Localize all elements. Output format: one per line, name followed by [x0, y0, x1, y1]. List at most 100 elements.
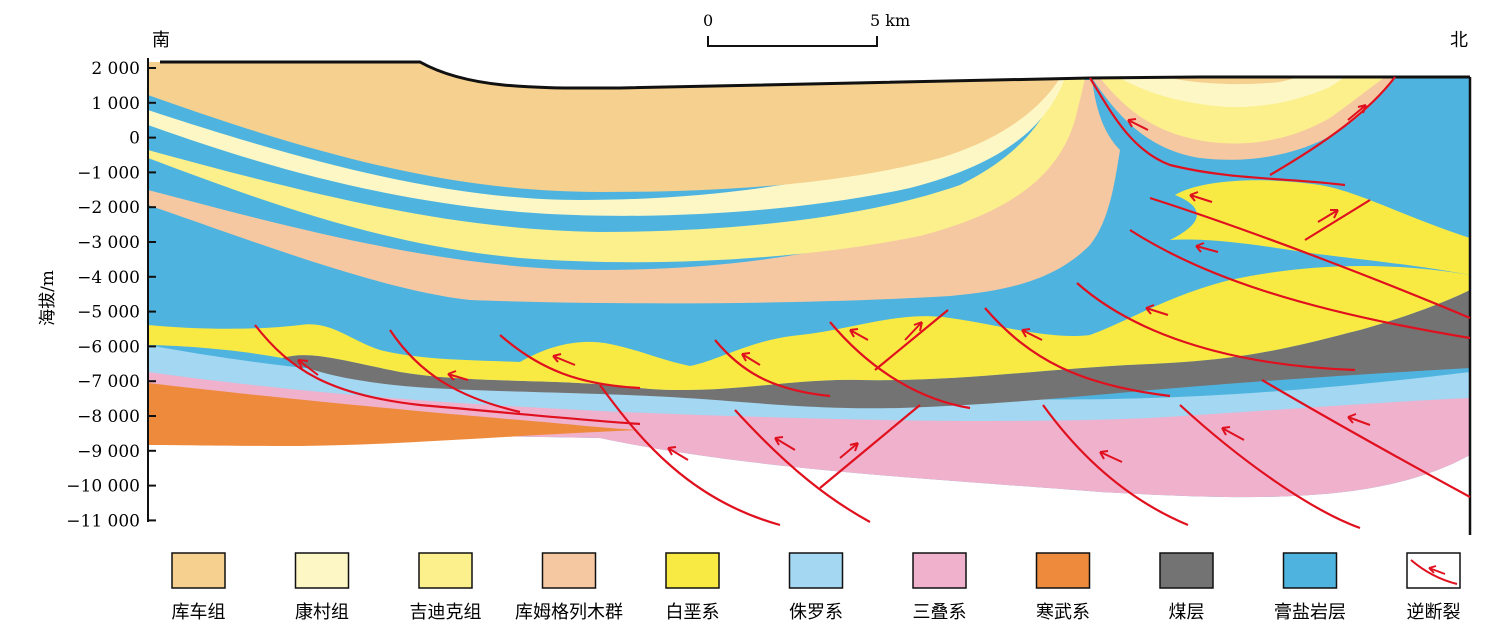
fault-symbol-icon: [1410, 559, 1458, 585]
strata: [148, 62, 1470, 535]
legend-label: 逆断裂: [1407, 602, 1461, 623]
fault-line: [829, 321, 971, 410]
y-tick-label: −6 000: [77, 337, 140, 357]
arrow-icon: [552, 353, 576, 366]
y-tick-label: −2 000: [77, 198, 140, 218]
legend-swatch: [418, 552, 473, 589]
thrust-faults: [254, 76, 1471, 530]
fault-line: [1149, 196, 1471, 320]
layer-jidike: [148, 78, 1085, 263]
arrow-icon: [667, 446, 689, 461]
layer-north-kuqa: [1170, 77, 1300, 85]
y-tick-label: −9 000: [77, 442, 140, 462]
arrow-icon: [1021, 328, 1043, 341]
y-tick-label: −4 000: [77, 268, 140, 288]
legend-label: 康村组: [295, 602, 349, 623]
fault-line: [819, 404, 921, 489]
y-axis: 2 000 1 000 0 −1 000 −2 000 −3 000 −4 000 −5 00…: [38, 58, 156, 531]
y-tick-label: −5 000: [77, 303, 140, 323]
arrow-icon: [1145, 304, 1169, 316]
layer-kuqa: [148, 62, 1100, 192]
legend-label: 吉迪克组: [410, 602, 482, 623]
arrow-icon: [1127, 118, 1149, 131]
layer-triassic: [148, 362, 1470, 498]
fault-line: [1179, 404, 1361, 530]
legend-swatch: [912, 552, 967, 589]
legend-swatch: [665, 552, 720, 589]
layer-cretaceous-thrust-1: [1170, 180, 1470, 275]
arrow-icon: [1317, 209, 1339, 223]
scale-bar-line: [707, 36, 878, 47]
y-tick-label: 2 000: [91, 59, 140, 79]
scale-bar: 0 5 km: [703, 11, 910, 47]
y-axis-ticks: 2 000 1 000 0 −1 000 −2 000 −3 000 −4 000 −5 00…: [66, 59, 156, 531]
y-tick-label: −11 000: [66, 511, 140, 531]
layer-cambrian: [148, 383, 640, 446]
fault-line: [254, 324, 641, 426]
legend: 库车组 康村组 吉迪克组 库姆格列木群 白垩系 侏罗系 三叠系 寒武系 煤层 膏盐岩层 逆断裂: [171, 552, 1461, 623]
legend-swatch: [541, 552, 597, 589]
fault-line: [1304, 199, 1371, 241]
arrow-icon: [1195, 242, 1219, 253]
legend-label: 煤层: [1169, 602, 1205, 623]
direction-north: 北: [1450, 30, 1468, 51]
legend-swatch: [788, 552, 844, 589]
arrow-icon: [741, 352, 761, 366]
fault-line: [1269, 76, 1396, 176]
scale-bar-start: 0: [703, 11, 713, 30]
legend-label: 三叠系: [913, 602, 967, 623]
arrow-icon: [1347, 104, 1367, 121]
y-tick-label: 1 000: [91, 94, 140, 114]
arrow-icon: [1428, 565, 1446, 575]
legend-swatch: [294, 552, 350, 589]
fault-line: [734, 409, 871, 523]
fault-line: [984, 307, 1171, 398]
y-tick-label: −3 000: [77, 233, 140, 253]
legend-swatch: [171, 552, 226, 589]
legend-label: 侏罗系: [789, 602, 843, 623]
layer-kangcun: [148, 78, 1065, 216]
arrow-icon: [839, 442, 859, 459]
arrow-icon: [1099, 450, 1123, 463]
layer-jurassic: [148, 345, 1470, 422]
y-tick-label: −1 000: [77, 163, 140, 183]
basement-white: [148, 430, 1470, 535]
legend-swatch: [1159, 552, 1214, 589]
scale-bar-end: 5 km: [870, 11, 910, 30]
legend-label: 膏盐岩层: [1274, 601, 1346, 623]
arrow-icon: [447, 370, 469, 381]
fault-line: [1089, 77, 1346, 187]
legend-swatch: [1035, 552, 1091, 589]
fault-line: [1042, 404, 1189, 527]
layer-kumugeliemu: [148, 80, 1120, 304]
fault-line: [1129, 229, 1471, 340]
direction-south: 南: [152, 30, 170, 51]
y-tick-label: 0: [129, 129, 140, 149]
layer-cretaceous: [148, 265, 1470, 391]
arrow-icon: [774, 436, 796, 451]
y-tick-label: −8 000: [77, 407, 140, 427]
legend-label: 白垩系: [666, 602, 720, 623]
layer-coal: [282, 290, 1470, 409]
arrow-icon: [1221, 426, 1245, 441]
arrow-icon: [849, 328, 869, 341]
legend-label: 寒武系: [1036, 602, 1090, 623]
arrow-icon: [297, 359, 319, 376]
legend-label: 库姆格列木群: [515, 602, 623, 623]
fault-line: [874, 309, 949, 371]
y-axis-label: 海拔/m: [38, 270, 58, 326]
fault-line: [1261, 379, 1471, 498]
layer-north-kangcun: [1120, 77, 1345, 108]
arrow-icon: [1189, 191, 1213, 203]
fault-arrows: [297, 104, 1371, 463]
arrow-icon: [904, 321, 923, 341]
fault-line: [599, 384, 781, 527]
y-tick-label: −10 000: [66, 477, 140, 497]
fault-line: [714, 339, 831, 398]
arrow-icon: [1347, 413, 1371, 426]
legend-swatch: [1282, 552, 1338, 589]
fault-line: [1076, 282, 1356, 372]
fault-line: [499, 334, 641, 390]
fault-line: [389, 329, 521, 414]
